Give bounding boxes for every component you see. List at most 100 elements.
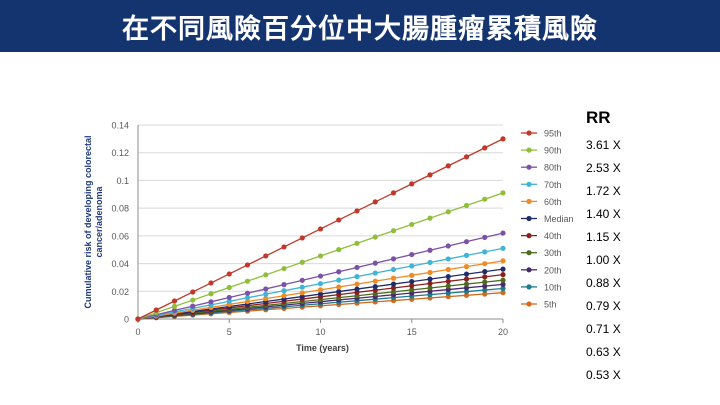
- data-point: [445, 283, 451, 289]
- title-bar: 在不同風險百分位中大腸腫瘤累積風險: [0, 0, 720, 52]
- rr-value: 0.79 X: [586, 299, 621, 313]
- legend-label: 5th: [544, 300, 557, 310]
- data-point: [500, 290, 506, 296]
- legend-marker: [526, 267, 532, 273]
- data-point: [427, 269, 433, 276]
- legend-marker: [526, 284, 532, 290]
- legend-label: 10th: [544, 282, 562, 292]
- data-point: [482, 291, 488, 297]
- x-tick-label: 15: [407, 327, 417, 337]
- data-point: [390, 281, 397, 287]
- data-point: [263, 291, 269, 297]
- data-point: [190, 297, 196, 303]
- chart-axes: 0 0.02 0.04 0.06 0.08 0.1 0.12 0.14 0 5 10 15 20: [111, 121, 508, 338]
- data-point: [409, 221, 415, 228]
- data-point: [153, 307, 159, 313]
- y-tick-label: 0: [124, 315, 129, 325]
- legend-label: 20th: [544, 265, 562, 275]
- data-point: [281, 288, 287, 294]
- data-point: [482, 287, 488, 293]
- legend-marker: [526, 130, 532, 136]
- data-point: [208, 291, 214, 297]
- data-point: [445, 256, 451, 262]
- y-tick-label: 0.04: [111, 259, 129, 269]
- y-tick-label: 0.12: [111, 148, 129, 158]
- data-point: [500, 266, 506, 272]
- data-point: [354, 273, 360, 280]
- data-point: [354, 240, 360, 246]
- risk-chart: 0 0.02 0.04 0.06 0.08 0.1 0.12 0.14 0 5 10 15 20 95t…: [83, 121, 574, 354]
- data-point: [354, 208, 360, 214]
- y-tick-label: 0.02: [111, 287, 129, 297]
- legend-marker: [526, 164, 532, 170]
- data-point: [354, 286, 360, 292]
- rr-value: 3.61 X: [586, 138, 621, 152]
- chart-gridlines: [138, 124, 503, 292]
- data-point: [500, 272, 506, 278]
- legend-label: 40th: [544, 231, 562, 241]
- rr-value: 1.00 X: [586, 253, 621, 267]
- legend-label: 70th: [544, 180, 562, 190]
- data-point: [482, 196, 488, 202]
- data-point: [500, 136, 506, 142]
- data-point: [263, 272, 269, 278]
- legend-marker: [526, 198, 532, 204]
- data-point: [372, 270, 378, 276]
- data-point: [244, 262, 251, 268]
- data-point: [281, 293, 287, 299]
- rr-value: 1.15 X: [586, 230, 621, 244]
- legend-marker: [526, 215, 532, 222]
- data-point: [336, 284, 342, 290]
- data-point: [281, 244, 287, 250]
- data-point: [500, 230, 506, 236]
- data-point: [463, 264, 470, 270]
- data-point: [208, 299, 214, 305]
- data-point: [317, 273, 324, 279]
- data-point: [500, 258, 506, 264]
- rr-list: 3.61 X 2.53 X 1.72 X 1.40 X 1.15 X 1.00 X 0.88…: [586, 134, 706, 387]
- x-tick-label: 5: [227, 327, 232, 337]
- data-point: [409, 278, 415, 285]
- data-point: [317, 281, 324, 287]
- data-point: [244, 278, 251, 284]
- data-point: [317, 226, 324, 232]
- legend-label: Median: [544, 214, 574, 224]
- data-point: [190, 289, 196, 295]
- legend-marker: [526, 147, 532, 153]
- data-point: [463, 202, 470, 209]
- data-point: [445, 163, 451, 169]
- x-tick-label: 20: [498, 327, 508, 337]
- data-point: [336, 217, 342, 223]
- data-point: [409, 181, 415, 187]
- data-point: [244, 295, 251, 301]
- x-tick-label: 10: [315, 327, 325, 337]
- legend-label: 95th: [544, 129, 562, 139]
- data-point: [445, 278, 451, 284]
- y-tick-label: 0.06: [111, 231, 129, 241]
- data-point: [299, 290, 305, 296]
- data-point: [226, 298, 232, 304]
- data-point: [208, 280, 214, 286]
- data-point: [500, 277, 506, 283]
- data-point: [299, 235, 305, 241]
- data-point: [445, 243, 451, 249]
- data-point: [281, 282, 287, 288]
- data-point: [317, 291, 324, 297]
- rr-value: 0.88 X: [586, 276, 621, 290]
- data-point: [445, 273, 451, 280]
- data-point: [372, 199, 378, 205]
- page-title: 在不同風險百分位中大腸腫瘤累積風險: [122, 13, 598, 45]
- data-point: [354, 281, 360, 287]
- data-point: [482, 261, 488, 267]
- data-point: [226, 284, 232, 291]
- data-point: [281, 265, 287, 272]
- data-point: [226, 271, 232, 277]
- data-point: [445, 209, 451, 215]
- legend-label: 30th: [544, 248, 562, 258]
- data-point: [372, 291, 378, 297]
- data-point: [263, 296, 269, 302]
- legend-marker: [526, 250, 532, 256]
- legend-marker: [526, 181, 532, 187]
- data-point: [427, 172, 433, 178]
- data-point: [390, 266, 397, 273]
